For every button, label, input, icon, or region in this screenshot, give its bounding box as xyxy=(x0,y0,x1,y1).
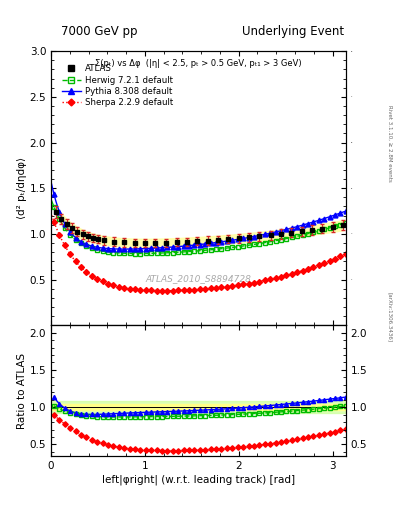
Legend: ATLAS, Herwig 7.2.1 default, Pythia 8.308 default, Sherpa 2.2.9 default: ATLAS, Herwig 7.2.1 default, Pythia 8.30… xyxy=(58,61,177,110)
Text: ATLAS_2010_S8894728: ATLAS_2010_S8894728 xyxy=(145,274,252,283)
Y-axis label: Ratio to ATLAS: Ratio to ATLAS xyxy=(17,352,27,429)
Text: Underlying Event: Underlying Event xyxy=(242,26,344,38)
Text: [arXiv:1306.3436]: [arXiv:1306.3436] xyxy=(387,292,392,343)
X-axis label: left|φright| (w.r.t. leading track) [rad]: left|φright| (w.r.t. leading track) [rad… xyxy=(102,475,295,485)
Text: Σ(pₜ) vs Δφ  (|η| < 2.5, pₜ > 0.5 GeV, pₜ₁ > 3 GeV): Σ(pₜ) vs Δφ (|η| < 2.5, pₜ > 0.5 GeV, pₜ… xyxy=(95,59,302,69)
Text: 7000 GeV pp: 7000 GeV pp xyxy=(61,26,138,38)
Text: Rivet 3.1.10, ≥ 2.8M events: Rivet 3.1.10, ≥ 2.8M events xyxy=(387,105,392,182)
Y-axis label: ⟨d² pₜ/dηdφ⟩: ⟨d² pₜ/dηdφ⟩ xyxy=(17,157,27,219)
